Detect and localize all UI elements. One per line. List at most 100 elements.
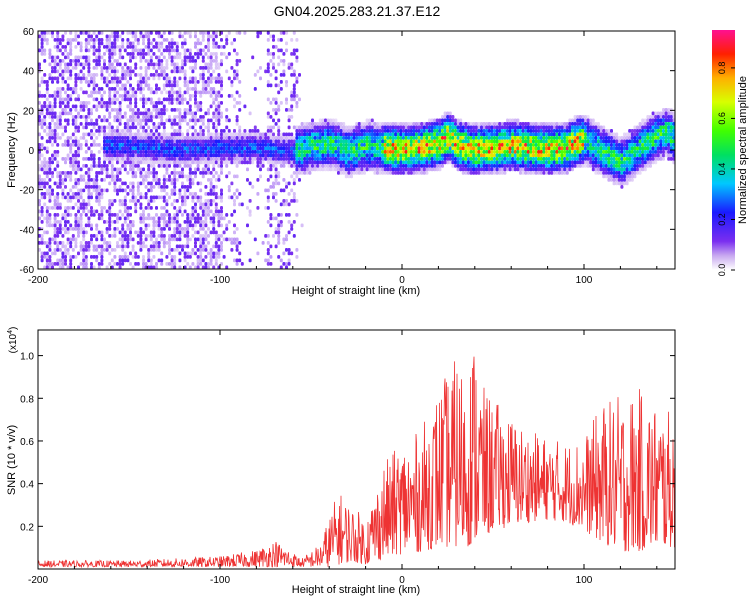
- heatmap-cell: [274, 101, 278, 105]
- heatmap-cell: [92, 143, 96, 147]
- heatmap-cell: [352, 125, 356, 130]
- heatmap-cell: [191, 262, 195, 266]
- heatmap-cell: [214, 255, 218, 259]
- heatmap-cell: [238, 146, 242, 151]
- heatmap-cell: [69, 227, 73, 231]
- heatmap-cell: [48, 220, 52, 224]
- heatmap-cell: [113, 38, 117, 42]
- heatmap-cell: [339, 146, 343, 151]
- heatmap-cell: [144, 76, 148, 81]
- heatmap-cell: [407, 167, 411, 172]
- heatmap-cell: [279, 59, 283, 63]
- heatmap-cell: [404, 150, 408, 154]
- heatmap-cell: [233, 76, 236, 81]
- heatmap-cell: [277, 255, 281, 259]
- heatmap-cell: [233, 146, 236, 151]
- heatmap-cell: [337, 171, 340, 175]
- heatmap-cell: [48, 195, 52, 200]
- heatmap-cell: [264, 139, 268, 144]
- heatmap-cell: [108, 146, 112, 151]
- heatmap-cell: [266, 188, 270, 193]
- heatmap-cell: [207, 122, 210, 126]
- heatmap-cell: [212, 167, 216, 172]
- heatmap-cell: [298, 167, 301, 172]
- heatmap-cell: [144, 101, 148, 105]
- heatmap-cell: [290, 150, 294, 154]
- heatmap-cell: [324, 129, 327, 133]
- heatmap-cell: [207, 234, 210, 238]
- heatmap-cell: [214, 157, 218, 161]
- heatmap-cell: [233, 157, 236, 161]
- heatmap-cell: [56, 143, 60, 147]
- heatmap-cell: [90, 80, 93, 84]
- heatmap-cell: [472, 139, 476, 144]
- heatmap-cell: [175, 248, 179, 252]
- heatmap-cell: [51, 118, 54, 123]
- heatmap-cell: [71, 104, 75, 109]
- heatmap-cell: [160, 251, 164, 256]
- heatmap-cell: [503, 146, 507, 151]
- heatmap-cell: [285, 248, 288, 252]
- heatmap-cell: [430, 118, 434, 123]
- heatmap-cell: [100, 213, 104, 217]
- heatmap-cell: [45, 216, 49, 221]
- heatmap-cell: [529, 136, 533, 140]
- heatmap-cell: [305, 143, 309, 147]
- heatmap-cell: [233, 104, 236, 109]
- heatmap-cell: [456, 160, 460, 165]
- heatmap-cell: [196, 143, 200, 147]
- heatmap-cell: [256, 139, 260, 144]
- heatmap-cell: [360, 136, 364, 140]
- heatmap-cell: [51, 157, 54, 161]
- heatmap-cell: [199, 227, 203, 231]
- heatmap-cell: [207, 262, 210, 266]
- heatmap-cell: [97, 230, 101, 235]
- heatmap-cell: [188, 185, 192, 189]
- heatmap-cell: [87, 178, 91, 182]
- heatmap-cell: [170, 248, 174, 252]
- heatmap-cell: [204, 160, 208, 165]
- heatmap-cell: [389, 153, 392, 158]
- heatmap-cell: [495, 125, 499, 130]
- heatmap-cell: [342, 150, 346, 154]
- heatmap-cell: [498, 157, 502, 161]
- heatmap-cell: [524, 150, 528, 154]
- heatmap-cell: [139, 248, 143, 252]
- heatmap-cell: [381, 157, 385, 161]
- heatmap-cell: [508, 153, 512, 158]
- heatmap-cell: [329, 164, 333, 168]
- heatmap-cell: [407, 132, 411, 137]
- heatmap-cell: [417, 164, 421, 168]
- heatmap-cell: [105, 136, 109, 140]
- heatmap-cell: [144, 178, 148, 182]
- heatmap-cell: [173, 160, 177, 165]
- heatmap-cell: [350, 171, 353, 175]
- heatmap-cell: [513, 146, 517, 151]
- heatmap-cell: [142, 139, 145, 144]
- heatmap-cell: [199, 251, 203, 256]
- heatmap-cell: [66, 139, 70, 144]
- heatmap-cell: [139, 146, 143, 151]
- heatmap-cell: [292, 90, 296, 95]
- heatmap-cell: [526, 160, 530, 165]
- heatmap-cell: [217, 80, 221, 84]
- heatmap-cell: [493, 143, 496, 147]
- heatmap-cell: [48, 73, 52, 77]
- heatmap-cell: [547, 153, 551, 158]
- heatmap-cell: [230, 237, 234, 242]
- heatmap-cell: [207, 118, 210, 123]
- heatmap-cell: [82, 206, 86, 210]
- heatmap-cell: [160, 73, 164, 77]
- heatmap-cell: [95, 234, 99, 238]
- heatmap-cell: [105, 132, 109, 137]
- heatmap-cell: [508, 150, 512, 154]
- heatmap-cell: [40, 241, 44, 245]
- heatmap-cell: [48, 108, 52, 112]
- heatmap-cell: [446, 143, 450, 147]
- heatmap-cell: [178, 195, 182, 200]
- heatmap-cell: [58, 122, 62, 126]
- heatmap-cell: [214, 52, 218, 56]
- heatmap-cell: [162, 55, 166, 60]
- heatmap-cell: [113, 174, 117, 179]
- heatmap-cell: [292, 160, 296, 165]
